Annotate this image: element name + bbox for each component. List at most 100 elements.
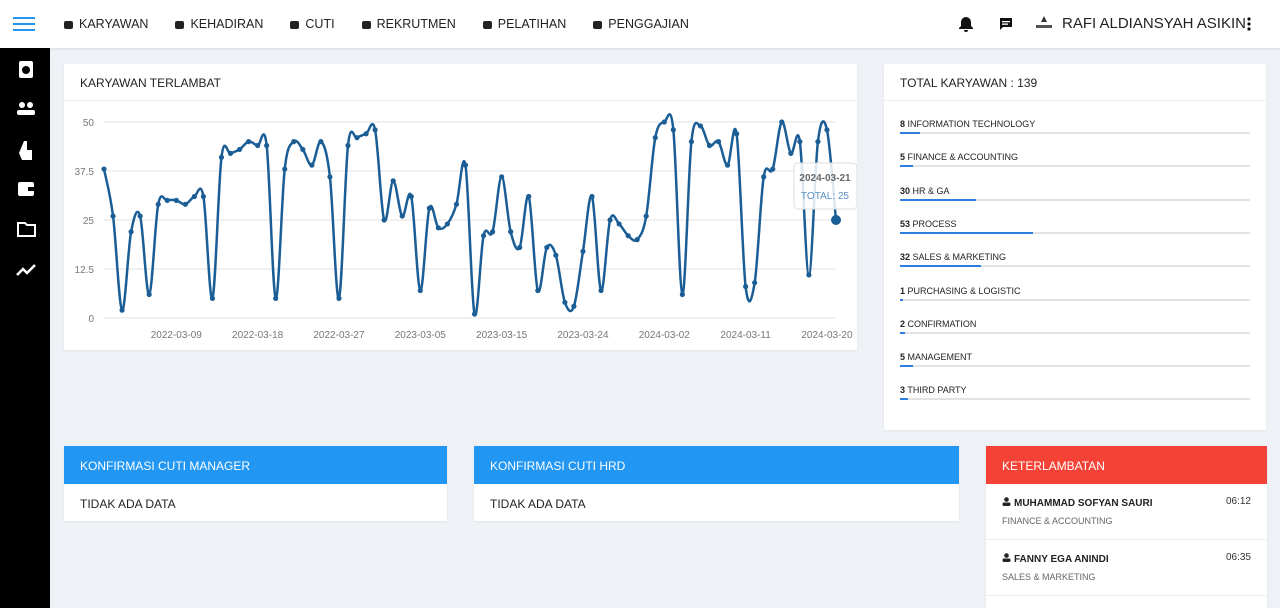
point	[236, 146, 243, 153]
x-tick-label: 2024-03-02	[639, 330, 691, 341]
chart-card: KARYAWAN TERLAMBAT 0 12.5 25 37.5 50 2022-03-…	[64, 64, 857, 350]
bell-icon[interactable]	[958, 16, 974, 32]
card-title: KARYAWAN TERLAMBAT	[64, 64, 857, 101]
nav-label: KEHADIRAN	[190, 17, 264, 31]
icon-shape	[1002, 558, 1011, 562]
department-count: 5	[900, 352, 906, 363]
point	[119, 307, 125, 313]
panel-title: KETERLAMBATAN	[986, 446, 1267, 484]
nav-item[interactable]: PENGGAJIAN	[592, 17, 689, 31]
point	[526, 193, 532, 200]
point	[580, 248, 586, 254]
icon[interactable]	[16, 264, 36, 276]
point	[480, 233, 487, 239]
department: 3 THIRD PARTY	[900, 385, 1250, 401]
department-count: 53	[900, 218, 911, 229]
nav-icon	[482, 20, 492, 29]
point	[453, 201, 460, 207]
nav-item[interactable]: REKRUTMEN	[361, 17, 456, 31]
point	[264, 142, 270, 149]
point	[426, 205, 432, 211]
late-name-row: FANNY EGA ANINDI	[1002, 553, 1109, 565]
progress-bar	[900, 331, 906, 334]
point	[553, 252, 559, 258]
nav-item[interactable]: CUTI	[289, 17, 335, 31]
menu-button[interactable]	[13, 16, 35, 32]
late-time: 06:35	[1225, 552, 1251, 563]
late-name-row: MUHAMMAD SOFYAN SAURI	[1002, 497, 1153, 509]
late-name: MUHAMMAD SOFYAN SAURI	[1014, 498, 1153, 509]
point	[598, 287, 604, 294]
point	[282, 166, 288, 172]
nav-item[interactable]: KEHADIRAN	[174, 17, 263, 31]
late-department: FINANCE & ACCOUNTING	[1002, 516, 1113, 526]
point	[336, 295, 342, 301]
point	[806, 272, 812, 278]
tooltip	[793, 162, 857, 210]
point	[544, 244, 550, 251]
point	[743, 284, 749, 290]
nav-item[interactable]: KARYAWAN	[63, 17, 148, 31]
icon-shape	[290, 20, 300, 29]
point	[354, 135, 360, 141]
point	[670, 127, 676, 133]
progress-track	[900, 231, 1250, 234]
department-name: THIRD PARTY	[907, 385, 967, 396]
icon[interactable]	[17, 102, 35, 115]
late-time: 06:12	[1225, 496, 1251, 507]
point	[300, 146, 306, 153]
employee-total: 139	[1017, 76, 1038, 90]
point	[462, 162, 469, 168]
progress-bar	[900, 298, 903, 301]
department: 1 PURCHASING & LOGISTIC	[900, 286, 1250, 301]
line	[102, 113, 838, 317]
tooltip-date: 2024-03-21	[799, 173, 851, 184]
point	[408, 193, 414, 200]
point	[770, 166, 776, 172]
user-name[interactable]: RAFI ALDIANSYAH ASIKIN	[1062, 15, 1246, 32]
lateness-card: KETERLAMBATAN MUHAMMAD SOFYAN SAURI FINAN…	[986, 446, 1267, 608]
icon[interactable]	[19, 141, 32, 160]
department-count: 32	[900, 252, 911, 263]
point	[255, 142, 261, 149]
point	[625, 233, 631, 239]
progress-track	[900, 198, 1250, 201]
point	[661, 119, 667, 125]
user-icon	[1002, 497, 1011, 506]
progress-track	[900, 298, 1250, 301]
point	[517, 244, 523, 251]
icon[interactable]	[17, 222, 36, 237]
point	[218, 154, 225, 160]
nav-item[interactable]: PELATIHAN	[482, 17, 566, 31]
progress-bar	[900, 398, 908, 401]
y-tick-label: 25	[83, 216, 95, 227]
top-bar: KARYAWAN KEHADIRAN CUTI REKRUTMEN PELATIHAN P…	[0, 0, 1280, 48]
progress-bar	[900, 231, 1034, 234]
icon[interactable]	[18, 182, 34, 196]
department-count: 3	[900, 385, 906, 396]
point	[706, 142, 713, 149]
department: 2 CONFIRMATION	[900, 319, 1250, 334]
point	[733, 131, 740, 137]
progress-bar	[900, 198, 976, 201]
panel-title: KONFIRMASI CUTI MANAGER	[64, 446, 447, 484]
point	[155, 201, 161, 207]
icon-shape	[1004, 553, 1009, 558]
more-icon[interactable]	[1246, 16, 1252, 32]
progress-track	[900, 398, 1250, 401]
point	[824, 127, 830, 133]
point	[831, 215, 841, 225]
point	[164, 197, 170, 203]
progress-track	[900, 132, 1250, 134]
department-count: 5	[900, 152, 906, 163]
point	[643, 213, 649, 219]
point	[110, 213, 116, 219]
point	[182, 201, 188, 207]
x-tick-label: 2022-03-18	[232, 330, 284, 341]
x-tick-label: 2024-03-11	[720, 330, 771, 341]
point	[363, 131, 369, 137]
point	[715, 139, 722, 145]
chat-icon[interactable]	[998, 16, 1014, 32]
department-count: 30	[900, 185, 911, 196]
